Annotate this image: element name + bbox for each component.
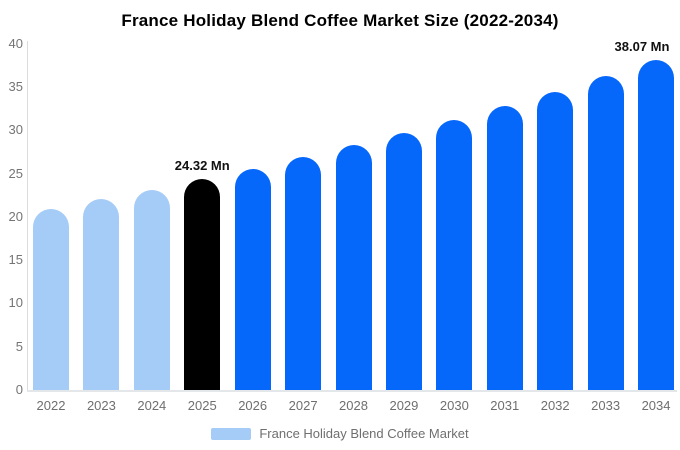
- bar-2033: [587, 76, 624, 390]
- y-tick-25: 25: [8, 165, 23, 181]
- legend-label[interactable]: France Holiday Blend Coffee Market: [259, 426, 469, 441]
- y-tick-30: 30: [8, 122, 23, 138]
- y-tick-35: 35: [8, 78, 23, 94]
- bar-2032: [537, 91, 574, 390]
- bar-2030: [436, 119, 473, 390]
- x-label-2032: 2032: [540, 398, 570, 413]
- x-axis-line: [27, 390, 677, 392]
- x-label-2031: 2031: [490, 398, 520, 413]
- bar-2024: [133, 189, 170, 390]
- bar-2027: [285, 157, 322, 390]
- bar-2022: [33, 208, 69, 390]
- value-label-2034: 38.07 Mn: [614, 39, 670, 55]
- value-label-2025: 24.32 Mn: [174, 158, 230, 174]
- bar-2023: [83, 199, 120, 390]
- x-label-2034: 2034: [641, 398, 671, 413]
- y-tick-15: 15: [8, 252, 23, 268]
- bar-2034: [638, 60, 675, 390]
- x-label-2025: 2025: [187, 398, 217, 413]
- x-label-2023: 2023: [86, 398, 116, 413]
- x-label-2026: 2026: [238, 398, 268, 413]
- bar-2029: [385, 132, 422, 390]
- x-label-2022: 2022: [36, 398, 66, 413]
- y-tick-5: 5: [15, 338, 23, 354]
- x-label-2028: 2028: [339, 398, 368, 413]
- chart-title: France Holiday Blend Coffee Market Size …: [121, 11, 559, 30]
- x-label-2029: 2029: [389, 398, 419, 413]
- x-label-2030: 2030: [439, 398, 469, 413]
- y-tick-10: 10: [8, 295, 23, 311]
- bar-2028: [335, 145, 372, 390]
- y-tick-40: 40: [8, 35, 23, 51]
- bar-2031: [486, 106, 523, 390]
- y-tick-20: 20: [8, 208, 23, 224]
- legend: France Holiday Blend Coffee Market: [0, 426, 680, 441]
- x-label-2024: 2024: [137, 398, 167, 413]
- x-label-2033: 2033: [591, 398, 621, 413]
- bar-2025: [184, 179, 221, 390]
- y-tick-0: 0: [15, 382, 23, 397]
- legend-swatch[interactable]: [211, 427, 252, 440]
- bar-2026: [234, 168, 271, 390]
- y-axis-line: [27, 41, 28, 390]
- x-label-2027: 2027: [288, 398, 318, 413]
